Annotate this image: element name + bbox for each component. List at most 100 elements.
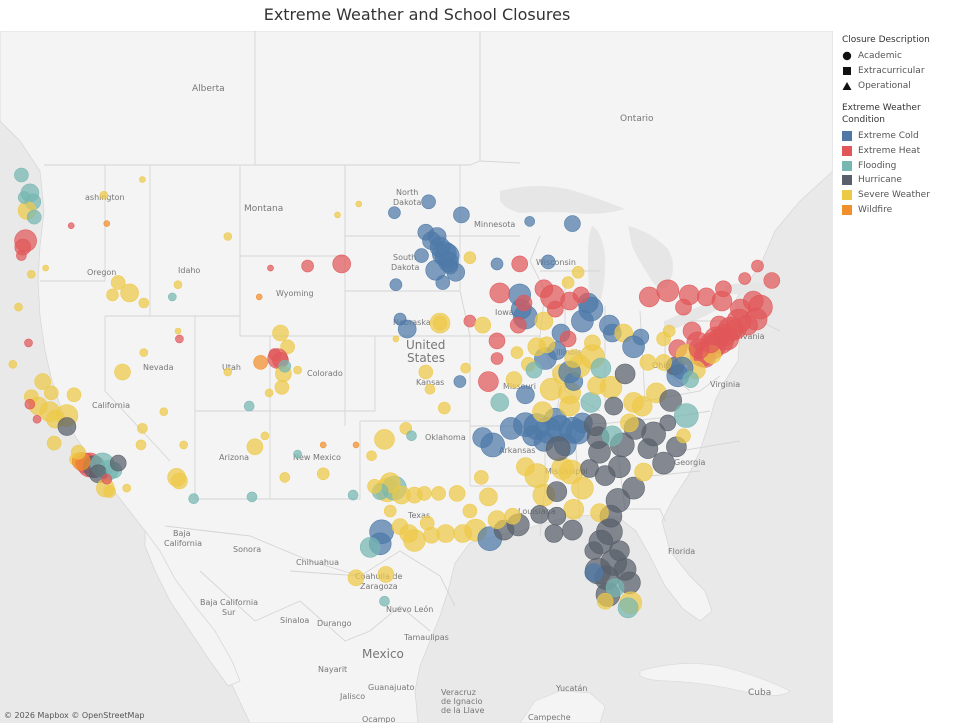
closure-point-severe[interactable] [42, 264, 49, 272]
closure-point-wildfire[interactable] [352, 441, 360, 449]
closure-point-severe[interactable] [274, 379, 290, 395]
closure-point-severe[interactable] [120, 283, 139, 303]
closure-point-flood[interactable] [605, 578, 625, 598]
closure-point-cold[interactable] [516, 385, 535, 405]
closure-point-heat[interactable] [32, 414, 42, 424]
closure-point-severe[interactable] [584, 334, 601, 352]
closure-point-cold[interactable] [564, 215, 581, 232]
closure-point-heat[interactable] [534, 279, 554, 299]
closure-point-cold[interactable] [472, 427, 494, 448]
closure-point-severe[interactable] [676, 428, 691, 444]
closure-point-severe[interactable] [527, 337, 547, 357]
closure-point-heat[interactable] [16, 250, 27, 261]
closure-point-severe[interactable] [505, 371, 523, 388]
closure-point-severe[interactable] [391, 518, 409, 535]
closure-point-severe[interactable] [590, 503, 609, 523]
closure-point-severe[interactable] [334, 211, 341, 219]
closure-point-cold[interactable] [632, 328, 650, 346]
closure-point-flood[interactable] [682, 371, 699, 388]
closure-point-severe[interactable] [383, 504, 397, 518]
closure-point-cold[interactable] [435, 275, 451, 290]
closure-point-heat[interactable] [546, 300, 564, 318]
closure-point-heat[interactable] [489, 282, 511, 304]
closure-point-severe[interactable] [246, 438, 264, 456]
closure-point-severe[interactable] [561, 276, 575, 289]
closure-point-heat[interactable] [656, 279, 680, 303]
closure-point-severe[interactable] [432, 315, 448, 331]
closure-point-severe[interactable] [418, 364, 434, 380]
closure-point-hurricane[interactable] [608, 455, 631, 479]
closure-point-hurricane[interactable] [652, 451, 675, 475]
closure-point-severe[interactable] [532, 401, 553, 423]
closure-point-flood[interactable] [293, 449, 302, 459]
closure-point-hurricane[interactable] [57, 417, 77, 436]
closure-point-severe[interactable] [662, 324, 676, 338]
closure-point-severe[interactable] [534, 311, 554, 331]
closure-point-wildfire[interactable] [103, 220, 111, 227]
closure-point-severe[interactable] [355, 200, 363, 208]
legend-item-academic[interactable]: Academic [842, 49, 958, 64]
closure-point-cold[interactable] [417, 223, 435, 241]
closure-point-severe[interactable] [135, 439, 147, 451]
closure-point-severe[interactable] [571, 476, 594, 500]
closure-point-severe[interactable] [280, 339, 295, 355]
closure-point-flood[interactable] [601, 425, 623, 447]
closure-point-severe[interactable] [463, 251, 477, 264]
closure-point-wildfire[interactable] [253, 355, 268, 370]
closure-point-severe[interactable] [173, 280, 183, 289]
closure-point-severe[interactable] [46, 435, 62, 451]
closure-point-hurricane[interactable] [609, 540, 630, 562]
closure-point-severe[interactable] [138, 297, 150, 309]
closure-point-flood[interactable] [26, 209, 42, 225]
legend-item-hurricane[interactable]: Hurricane [842, 173, 958, 188]
closure-point-heat[interactable] [682, 321, 702, 341]
closure-point-severe[interactable] [171, 472, 188, 490]
closure-point-hurricane[interactable] [659, 389, 683, 412]
closure-point-wildfire[interactable] [319, 441, 327, 449]
closure-point-severe[interactable] [71, 444, 86, 460]
closure-point-severe[interactable] [448, 485, 466, 502]
closure-point-severe[interactable] [99, 190, 109, 200]
closure-point-severe[interactable] [655, 354, 672, 371]
closure-point-severe[interactable] [431, 486, 446, 501]
closure-point-severe[interactable] [366, 450, 377, 462]
map-canvas[interactable]: Alberta Ontario Montana North Dakota Sou… [0, 31, 833, 723]
closure-point-severe[interactable] [260, 431, 270, 441]
legend-item-cold[interactable]: Extreme Cold [842, 129, 958, 144]
closure-point-heat[interactable] [696, 287, 716, 307]
closure-point-severe[interactable] [223, 367, 233, 377]
closure-point-severe[interactable] [316, 467, 330, 481]
closure-point-severe[interactable] [474, 316, 492, 334]
closure-point-flood[interactable] [278, 359, 292, 373]
closure-point-flood[interactable] [188, 493, 199, 505]
closure-point-heat[interactable] [715, 280, 732, 298]
closure-point-heat[interactable] [511, 255, 529, 273]
legend-item-heat[interactable]: Extreme Heat [842, 144, 958, 159]
closure-point-hurricane[interactable] [545, 436, 571, 461]
closure-point-severe[interactable] [272, 324, 289, 342]
closure-point-severe[interactable] [504, 507, 521, 525]
closure-point-flood[interactable] [580, 392, 602, 413]
closure-point-flood[interactable] [347, 489, 359, 501]
closure-point-severe[interactable] [179, 440, 188, 450]
closure-point-severe[interactable] [564, 349, 584, 368]
closure-point-severe[interactable] [424, 383, 436, 395]
closure-point-severe[interactable] [631, 395, 653, 417]
closure-point-heat[interactable] [463, 314, 477, 328]
closure-point-heat[interactable] [763, 272, 781, 289]
closure-point-severe[interactable] [293, 365, 302, 375]
closure-point-severe[interactable] [264, 388, 274, 398]
closure-point-flood[interactable] [590, 357, 612, 379]
closure-point-flood[interactable] [243, 400, 255, 412]
closure-point-heat[interactable] [175, 334, 184, 344]
legend-item-flood[interactable]: Flooding [842, 158, 958, 173]
closure-point-heat[interactable] [737, 314, 758, 336]
closure-point-severe[interactable] [367, 478, 382, 494]
map-svg[interactable]: Alberta Ontario Montana North Dakota Sou… [0, 31, 833, 723]
closure-point-cold[interactable] [389, 278, 403, 291]
closure-point-heat[interactable] [688, 338, 710, 360]
closure-point-heat[interactable] [509, 316, 527, 334]
closure-point-heat[interactable] [738, 272, 752, 285]
closure-point-severe[interactable] [139, 348, 149, 357]
closure-point-severe[interactable] [279, 472, 291, 483]
